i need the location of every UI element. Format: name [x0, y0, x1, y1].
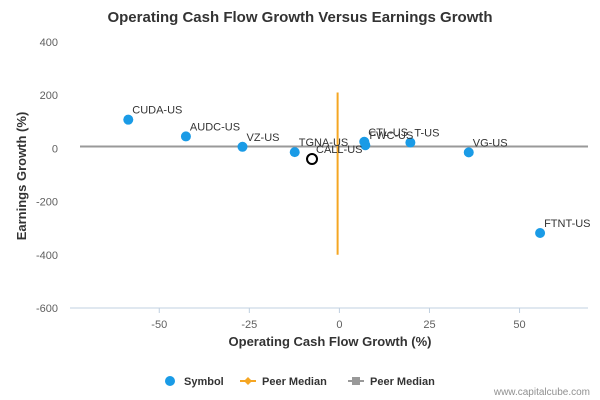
data-label-ctl-us: CTL-US: [368, 127, 408, 139]
y-tick-label: -600: [36, 303, 58, 315]
y-tick-label: -200: [36, 197, 58, 209]
legend-item-0[interactable]: Symbol: [165, 376, 224, 388]
legend-diamond-marker: [244, 377, 252, 385]
legend-circle-marker: [165, 376, 175, 386]
y-axis-title: Earnings Growth (%): [14, 112, 29, 241]
data-point-vg-us[interactable]: [463, 147, 474, 158]
y-axis-ticks: 400 200 0 -200 -400 -600: [36, 37, 58, 315]
x-tick-label: -25: [241, 319, 257, 331]
data-label-vg-us: VG-US: [473, 137, 508, 149]
data-point-tgna-us[interactable]: [289, 147, 300, 158]
y-tick-label: -400: [36, 250, 58, 262]
data-label-cuda-us: CUDA-US: [132, 105, 182, 117]
y-tick-label: 400: [40, 37, 58, 49]
data-label-audc-us: AUDC-US: [190, 121, 240, 133]
peer-median-lines: [80, 92, 588, 255]
legend-square-marker: [352, 377, 360, 385]
data-point-vz-us[interactable]: [237, 141, 248, 152]
y-tick-label: 0: [52, 143, 58, 155]
y-tick-label: 200: [40, 90, 58, 102]
x-tick-label: 50: [513, 319, 525, 331]
data-label-call-us: CALL-US: [316, 144, 362, 156]
chart-title: Operating Cash Flow Growth Versus Earnin…: [107, 9, 492, 26]
legend-item-1[interactable]: Peer Median: [240, 376, 327, 388]
data-label-tgna-us: TGNA-US: [299, 137, 349, 149]
chart-legend: Symbol Peer Median Peer Median: [165, 376, 435, 388]
x-tick-label: 0: [336, 319, 342, 331]
data-label-fwc-us: FWC-US: [369, 130, 413, 142]
data-points: [123, 114, 546, 238]
data-point-fwc-us[interactable]: [360, 140, 371, 151]
data-point-audc-us[interactable]: [180, 131, 191, 142]
legend-label: Symbol: [184, 376, 224, 388]
legend-label: Peer Median: [370, 376, 435, 388]
legend-label: Peer Median: [262, 376, 327, 388]
x-tick-label: -50: [151, 319, 167, 331]
x-axis-ticks: -50 -25 0 25 50: [151, 308, 526, 331]
x-tick-label: 25: [423, 319, 435, 331]
x-axis-title: Operating Cash Flow Growth (%): [229, 334, 432, 349]
data-point-cuda-us[interactable]: [123, 114, 134, 125]
data-point-t-us[interactable]: [405, 137, 416, 148]
source-watermark: www.capitalcube.com: [493, 387, 590, 398]
data-label-vz-us: VZ-US: [246, 132, 279, 144]
data-label-t-us: T-US: [414, 128, 439, 140]
data-label-ftnt-us: FTNT-US: [544, 218, 590, 230]
data-point-call-us[interactable]: [306, 153, 319, 166]
data-point-ftnt-us[interactable]: [535, 227, 546, 238]
legend-item-2[interactable]: Peer Median: [348, 376, 435, 388]
